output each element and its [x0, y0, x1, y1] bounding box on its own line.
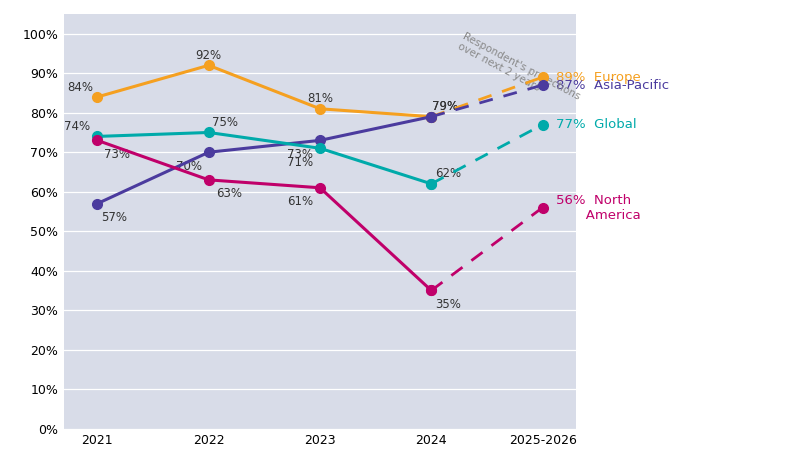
Text: 56%  North
       America: 56% North America: [556, 193, 641, 221]
Text: 73%: 73%: [105, 148, 130, 161]
Text: 57%: 57%: [101, 211, 127, 224]
Text: 92%: 92%: [196, 49, 222, 62]
Text: 74%: 74%: [64, 120, 90, 133]
Text: 73%: 73%: [287, 148, 313, 161]
Text: 81%: 81%: [307, 92, 333, 105]
Text: 79%: 79%: [431, 100, 458, 113]
Text: 63%: 63%: [216, 187, 242, 200]
Text: 87%  Asia-Pacific: 87% Asia-Pacific: [556, 79, 669, 92]
Text: 77%  Global: 77% Global: [556, 118, 637, 131]
Text: 75%: 75%: [212, 116, 238, 129]
Text: 61%: 61%: [287, 195, 313, 208]
Text: 71%: 71%: [287, 156, 313, 169]
Text: 84%: 84%: [68, 81, 94, 94]
Text: 35%: 35%: [435, 298, 461, 311]
Text: 89%  Europe: 89% Europe: [556, 71, 641, 84]
Text: 62%: 62%: [435, 167, 461, 180]
Text: Respondent's projections
over next 2 years: Respondent's projections over next 2 yea…: [456, 31, 582, 112]
Text: 79%: 79%: [431, 100, 458, 113]
Text: 70%: 70%: [176, 159, 202, 172]
